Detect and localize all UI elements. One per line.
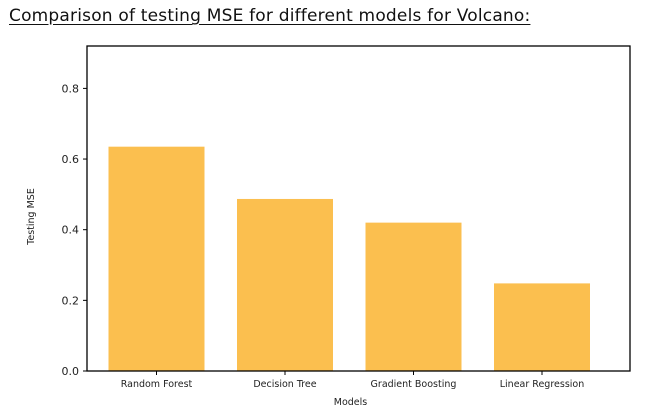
y-axis: 0.0 0.2 0.4 0.6 0.8 [62, 82, 87, 378]
x-axis: Random Forest Decision Tree Gradient Boost… [121, 371, 585, 390]
x-category-label: Decision Tree [253, 379, 316, 390]
bars-layer [108, 146, 590, 371]
bar-decision-tree [237, 198, 333, 371]
x-category-label: Linear Regression [500, 379, 585, 390]
y-tick-label: 0.8 [62, 82, 80, 95]
x-axis-title: Models [334, 397, 368, 408]
bar-random-forest [108, 146, 205, 371]
y-tick-label: 0.0 [62, 365, 80, 378]
x-category-label: Random Forest [121, 379, 193, 390]
page-heading: Comparison of testing MSE for different … [9, 6, 531, 26]
y-tick-label: 0.4 [62, 224, 80, 237]
y-axis-title: Testing MSE [26, 188, 37, 246]
plot-frame [86, 45, 631, 372]
bar-linear-regression [494, 283, 590, 371]
y-tick-label: 0.6 [62, 153, 80, 166]
bar-gradient-boosting [365, 222, 462, 371]
x-category-label: Gradient Boosting [371, 379, 457, 390]
y-tick-label: 0.2 [62, 294, 80, 307]
